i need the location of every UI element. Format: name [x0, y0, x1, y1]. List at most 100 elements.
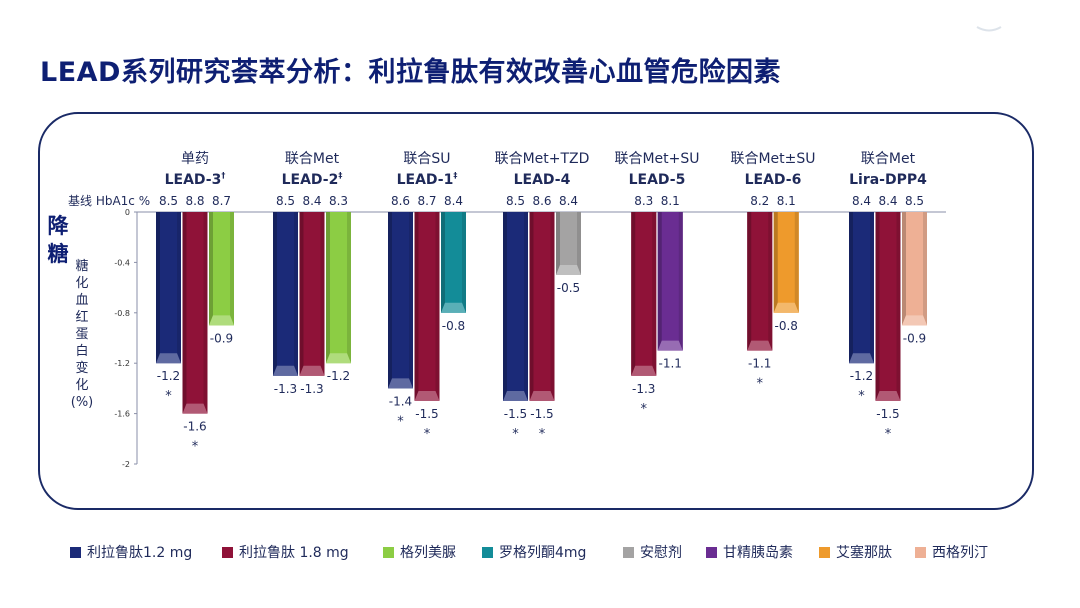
chart-panel — [38, 112, 1034, 510]
bar — [388, 212, 413, 389]
y-tick-label: 0 — [125, 208, 130, 217]
bar-value-label: -0.9 — [903, 331, 926, 345]
y-axis-title: 糖 化 血 红 蛋 白 变 化 (%) — [71, 258, 94, 411]
baseline-value: 8.7 — [212, 194, 231, 208]
baseline-value: 8.4 — [444, 194, 463, 208]
bar-value-label: -0.8 — [775, 319, 798, 333]
bar-right-face — [462, 212, 466, 313]
bar-bottom-bevel — [503, 391, 528, 401]
legend-swatch — [623, 546, 634, 558]
legend-label: 安慰剂 — [640, 545, 682, 561]
y-tick-label: -0.8 — [114, 309, 130, 318]
bar-left-face — [875, 212, 880, 401]
legend-swatch — [70, 546, 81, 558]
baseline-label: 基线 HbA1c % — [68, 194, 150, 208]
bar-bottom-bevel — [657, 340, 683, 351]
y-title-char: 化 — [75, 276, 89, 291]
group-header: 联合Met±SU — [730, 151, 815, 167]
bar — [441, 212, 466, 313]
bar-left-face — [747, 212, 752, 351]
y-title-unit: (%) — [70, 395, 94, 410]
baseline-value: 8.5 — [276, 194, 295, 208]
bar-value-label: -1.5 — [876, 407, 899, 421]
group-name: LEAD-4 — [514, 172, 571, 188]
bar — [657, 212, 683, 351]
bar-value-label: -1.1 — [659, 357, 682, 371]
significance-star: * — [757, 377, 764, 392]
bar-left-face — [503, 212, 507, 401]
bar-bottom-bevel — [273, 365, 298, 376]
bar-value-label: -1.1 — [748, 357, 771, 371]
bar-bottom-bevel — [556, 265, 581, 275]
bar-right-face — [652, 212, 657, 376]
bar — [299, 212, 325, 376]
significance-star: * — [397, 414, 404, 429]
bar — [503, 212, 528, 401]
group-header: 联合Met+SU — [614, 151, 699, 167]
bar — [631, 212, 657, 376]
bar-value-label: -1.2 — [157, 369, 180, 383]
y-title-char: 蛋 — [75, 327, 89, 342]
baseline-value: 8.6 — [391, 194, 410, 208]
significance-star: * — [858, 389, 865, 404]
bar — [273, 212, 298, 376]
significance-star: * — [192, 440, 199, 455]
bar-left-face — [556, 212, 560, 275]
bar-right-face — [177, 212, 181, 364]
bar-left-face — [209, 212, 213, 326]
baseline-value: 8.1 — [661, 194, 680, 208]
bar-left-face — [529, 212, 534, 401]
bar-right-face — [550, 212, 555, 401]
group-name: LEAD-2‡ — [282, 171, 343, 188]
bar-right-face — [870, 212, 874, 364]
bar-value-label: -1.5 — [504, 407, 527, 421]
bar-right-face — [768, 212, 773, 351]
legend-label: 罗格列酮4mg — [499, 545, 587, 561]
bar-left-face — [631, 212, 636, 376]
bar-bottom-bevel — [209, 315, 234, 326]
bar — [556, 212, 581, 275]
bar-left-face — [902, 212, 906, 326]
bar-chart: 0 -0.4 -0.8 -1.2 -1.6 -2 基线 HbA1c % 单药 LEAD-3† 8.… — [68, 151, 946, 469]
bar-left-face — [414, 212, 419, 401]
bar-right-face — [678, 212, 683, 351]
legend-item: 利拉鲁肽 1.8 mg — [222, 542, 349, 562]
bar — [747, 212, 773, 351]
bar — [414, 212, 440, 401]
group-name: LEAD-5 — [629, 172, 686, 188]
bar-bottom-bevel — [299, 365, 325, 376]
legend-swatch — [706, 546, 717, 558]
baseline-value: 8.5 — [506, 194, 525, 208]
bar-bottom-bevel — [182, 403, 208, 414]
y-title-char: 变 — [75, 361, 89, 376]
baseline-value: 8.8 — [185, 194, 204, 208]
bar-bottom-bevel — [414, 391, 440, 401]
y-tick-label: -0.4 — [114, 258, 130, 267]
bar-left-face — [849, 212, 853, 364]
y-title-char: 血 — [75, 293, 89, 308]
bar-value-label: -1.3 — [274, 382, 297, 396]
group-header: 单药 — [181, 151, 209, 167]
legend-item: 艾塞那肽 — [819, 542, 892, 562]
bar-value-label: -1.3 — [632, 382, 655, 396]
bar-value-label: -1.2 — [327, 369, 350, 383]
bar-value-label: -0.9 — [210, 331, 233, 345]
bar-bottom-bevel — [747, 340, 773, 351]
bar-bottom-bevel — [441, 302, 466, 313]
y-tick-label: -1.6 — [114, 410, 130, 419]
side-title-char: 降 — [47, 214, 69, 238]
bar-left-face — [326, 212, 330, 364]
bar-value-label: -1.4 — [389, 394, 412, 408]
bar-right-face — [294, 212, 298, 376]
baseline-value: 8.7 — [417, 194, 436, 208]
bar-left-face — [182, 212, 187, 414]
legend-label: 格列美脲 — [400, 545, 456, 561]
group-header: 联合Met+TZD — [495, 151, 590, 167]
bar-value-label: -1.5 — [415, 407, 438, 421]
group-header: 联合Met — [861, 151, 916, 167]
bar-right-face — [524, 212, 528, 401]
bar — [529, 212, 555, 401]
bar-bottom-bevel — [849, 353, 874, 364]
significance-star: * — [641, 402, 648, 417]
legend-label: 甘精胰岛素 — [723, 545, 793, 561]
